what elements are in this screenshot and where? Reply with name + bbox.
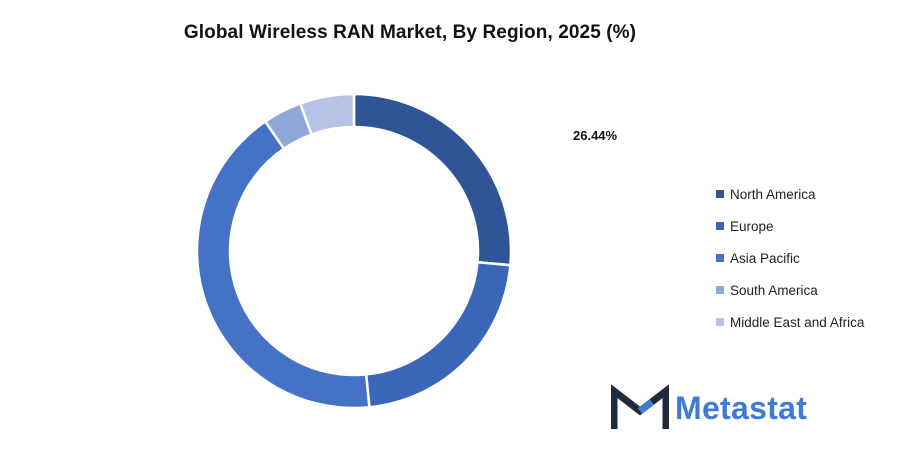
legend: North America Europe Asia Pacific South …	[716, 178, 864, 338]
legend-swatch-europe	[716, 222, 724, 230]
legend-item-europe: Europe	[716, 210, 864, 242]
legend-swatch-north-america	[716, 190, 724, 198]
legend-item-south-america: South America	[716, 274, 864, 306]
legend-item-middle-east-africa: Middle East and Africa	[716, 306, 864, 338]
legend-label: Middle East and Africa	[730, 314, 865, 330]
metastat-logo: Metastat	[611, 385, 807, 431]
legend-swatch-middle-east-africa	[716, 318, 724, 326]
metastat-m-icon	[611, 385, 669, 429]
donut-slice-middle-east-and-africa	[298, 92, 356, 137]
data-label-north-america: 26.44%	[573, 128, 618, 143]
chart-title: Global Wireless RAN Market, By Region, 2…	[183, 22, 637, 43]
legend-item-north-america: North America	[716, 178, 864, 210]
legend-label: North America	[730, 186, 816, 202]
legend-item-asia-pacific: Asia Pacific	[716, 242, 864, 274]
donut-slice-asia-pacific	[195, 119, 371, 410]
legend-label: Europe	[730, 218, 774, 234]
legend-swatch-asia-pacific	[716, 254, 724, 262]
legend-swatch-south-america	[716, 286, 724, 294]
legend-label: Asia Pacific	[730, 250, 800, 266]
logo-text: Metastat	[675, 389, 808, 426]
legend-label: South America	[730, 282, 818, 298]
donut-slice-europe	[364, 260, 512, 409]
donut-slice-north-america	[352, 92, 513, 267]
